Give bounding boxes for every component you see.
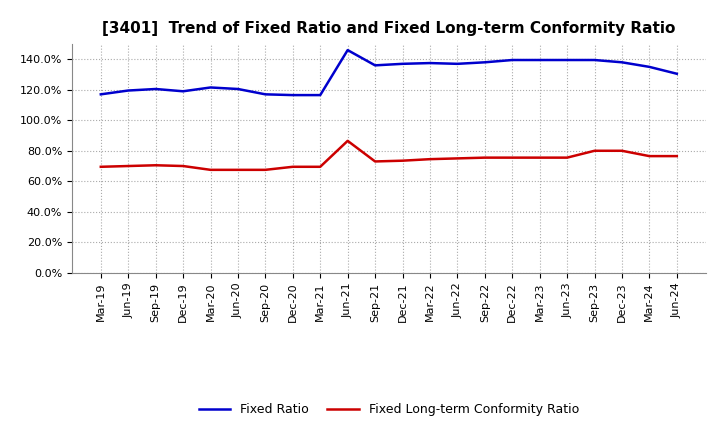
Fixed Ratio xyxy=(398,61,407,66)
Fixed Long-term Conformity Ratio xyxy=(618,148,626,154)
Fixed Long-term Conformity Ratio xyxy=(289,164,297,169)
Fixed Ratio xyxy=(289,92,297,98)
Fixed Long-term Conformity Ratio xyxy=(590,148,599,154)
Fixed Long-term Conformity Ratio xyxy=(453,156,462,161)
Fixed Long-term Conformity Ratio xyxy=(233,167,242,172)
Fixed Ratio xyxy=(343,48,352,53)
Fixed Long-term Conformity Ratio xyxy=(96,164,105,169)
Fixed Ratio xyxy=(453,61,462,66)
Fixed Ratio xyxy=(316,92,325,98)
Fixed Long-term Conformity Ratio xyxy=(426,157,434,162)
Fixed Ratio xyxy=(480,60,489,65)
Fixed Ratio xyxy=(563,57,572,62)
Fixed Ratio xyxy=(426,60,434,66)
Fixed Ratio xyxy=(233,86,242,92)
Fixed Long-term Conformity Ratio xyxy=(179,163,187,169)
Fixed Long-term Conformity Ratio xyxy=(508,155,516,160)
Fixed Long-term Conformity Ratio xyxy=(371,159,379,164)
Fixed Long-term Conformity Ratio xyxy=(398,158,407,163)
Title: [3401]  Trend of Fixed Ratio and Fixed Long-term Conformity Ratio: [3401] Trend of Fixed Ratio and Fixed Lo… xyxy=(102,21,675,36)
Fixed Long-term Conformity Ratio xyxy=(645,154,654,159)
Legend: Fixed Ratio, Fixed Long-term Conformity Ratio: Fixed Ratio, Fixed Long-term Conformity … xyxy=(194,398,584,421)
Fixed Long-term Conformity Ratio xyxy=(124,163,132,169)
Fixed Long-term Conformity Ratio xyxy=(480,155,489,160)
Fixed Ratio xyxy=(536,57,544,62)
Fixed Long-term Conformity Ratio xyxy=(206,167,215,172)
Fixed Ratio xyxy=(206,85,215,90)
Fixed Long-term Conformity Ratio xyxy=(563,155,572,160)
Fixed Ratio xyxy=(261,92,270,97)
Fixed Long-term Conformity Ratio xyxy=(536,155,544,160)
Fixed Ratio xyxy=(618,60,626,65)
Fixed Long-term Conformity Ratio xyxy=(151,163,160,168)
Fixed Ratio xyxy=(590,57,599,62)
Fixed Ratio xyxy=(371,63,379,68)
Fixed Ratio xyxy=(672,71,681,77)
Fixed Ratio xyxy=(179,88,187,94)
Fixed Long-term Conformity Ratio xyxy=(261,167,270,172)
Fixed Long-term Conformity Ratio xyxy=(672,154,681,159)
Fixed Ratio xyxy=(151,86,160,92)
Line: Fixed Ratio: Fixed Ratio xyxy=(101,50,677,95)
Fixed Long-term Conformity Ratio xyxy=(343,138,352,143)
Line: Fixed Long-term Conformity Ratio: Fixed Long-term Conformity Ratio xyxy=(101,141,677,170)
Fixed Ratio xyxy=(96,92,105,97)
Fixed Ratio xyxy=(645,64,654,70)
Fixed Ratio xyxy=(508,57,516,62)
Fixed Ratio xyxy=(124,88,132,93)
Fixed Long-term Conformity Ratio xyxy=(316,164,325,169)
